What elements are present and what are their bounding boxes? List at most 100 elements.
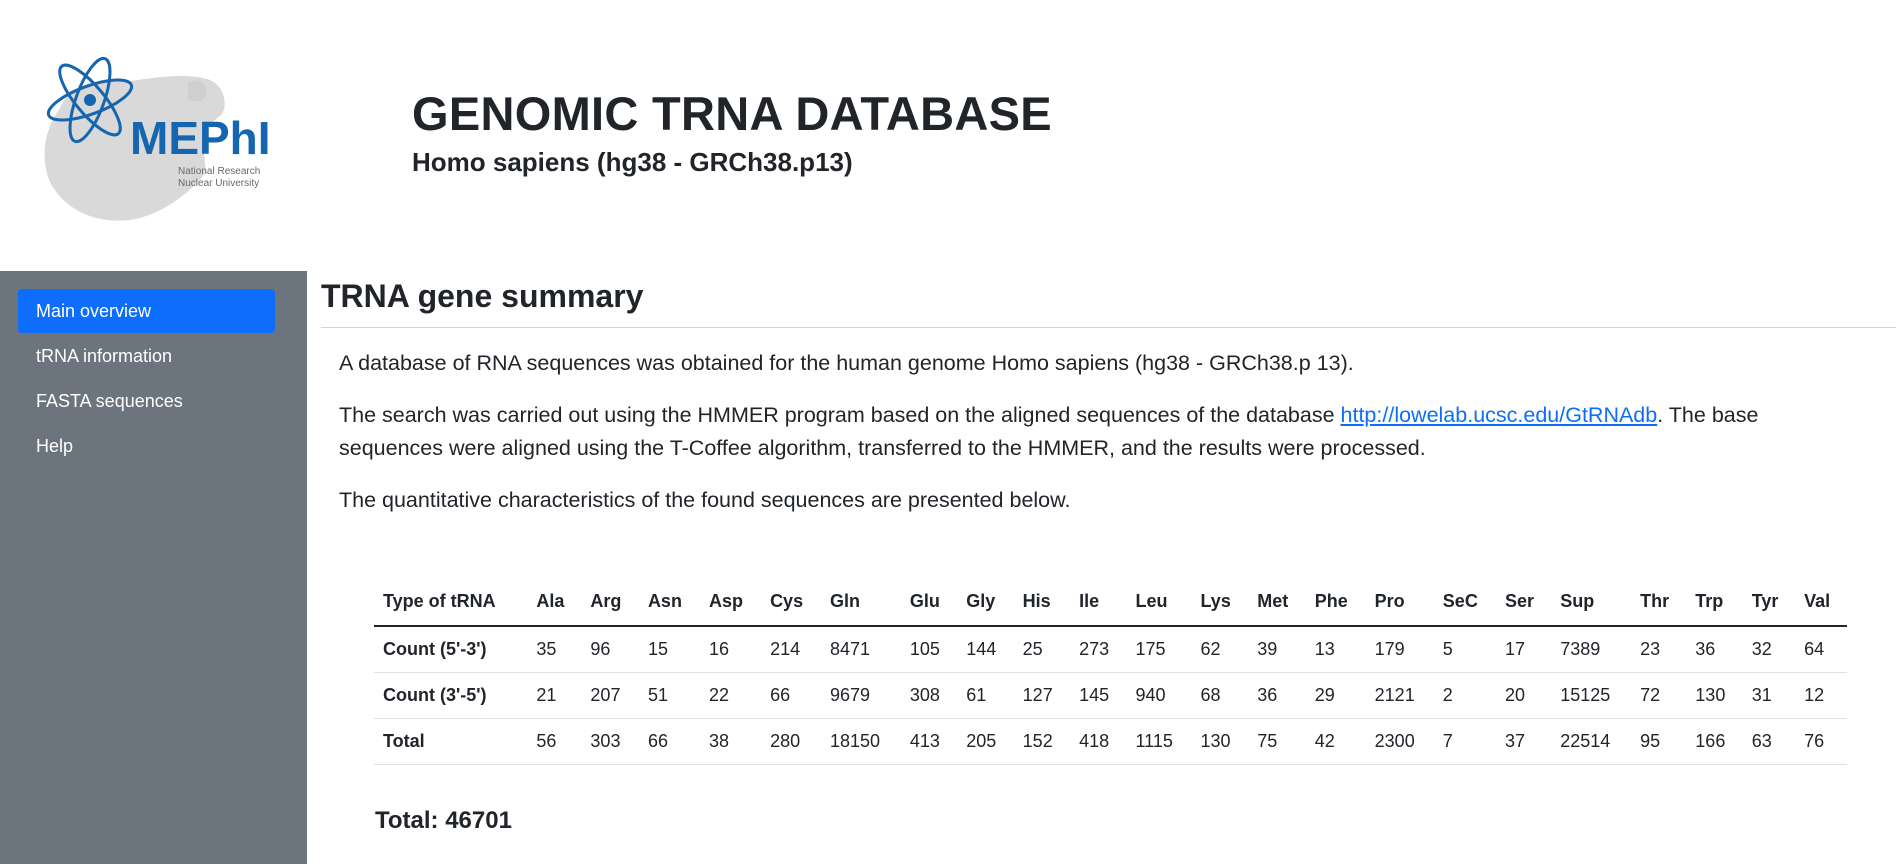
table-header-cell: Pro [1365, 577, 1434, 627]
table-cell: 179 [1365, 626, 1434, 673]
site-subtitle: Homo sapiens (hg38 - GRCh38.p13) [412, 147, 853, 177]
main-content: TRNA gene summary A database of RNA sequ… [307, 271, 1902, 864]
table-cell: 20 [1496, 672, 1552, 719]
table-cell: 61 [957, 672, 1014, 719]
table-cell: 273 [1070, 626, 1127, 673]
logo-caption-line1: National Research [178, 166, 260, 177]
table-header-cell: Leu [1126, 577, 1192, 627]
table-cell: 66 [638, 718, 700, 765]
table-cell: 35 [527, 626, 582, 673]
table-cell: 62 [1191, 626, 1249, 673]
table-header-cell: Asp [700, 577, 762, 627]
page-title: TRNA gene summary [321, 278, 644, 314]
table-cell: 144 [957, 626, 1014, 673]
table-cell: 76 [1795, 718, 1847, 765]
table-cell: 13 [1305, 626, 1366, 673]
table-cell: 7 [1433, 718, 1497, 765]
table-row-label: Count (5'-3') [374, 626, 528, 673]
method-paragraph: The search was carried out using the HMM… [339, 399, 1839, 465]
table-cell: 68 [1191, 672, 1249, 719]
sidebar-nav: Main overview tRNA information FASTA seq… [18, 289, 275, 469]
sidebar-item-fasta-sequences[interactable]: FASTA sequences [36, 391, 183, 411]
table-cell: 5 [1433, 626, 1497, 673]
table-cell: 72 [1631, 672, 1687, 719]
trna-summary-table: Type of tRNA Ala Arg Asn Asp Cys Gln Glu Gly His I… [374, 577, 1847, 765]
table-cell: 16 [700, 626, 762, 673]
table-cell: 2300 [1365, 718, 1434, 765]
table-cell: 64 [1795, 626, 1847, 673]
table-header-cell: Val [1795, 577, 1847, 627]
grand-total: Total: 46701 [375, 807, 512, 834]
table-cell: 280 [761, 718, 821, 765]
table-cell: 32 [1742, 626, 1796, 673]
gtrnadb-link[interactable]: http://lowelab.ucsc.edu/GtRNAdb [1340, 403, 1658, 427]
table-cell: 51 [638, 672, 700, 719]
table-header-cell: Glu [900, 577, 958, 627]
table-cell: 15 [638, 626, 700, 673]
table-header-cell: SeC [1433, 577, 1497, 627]
table-cell: 22514 [1551, 718, 1632, 765]
table-cell: 39 [1248, 626, 1306, 673]
table-header-cell: Ser [1496, 577, 1552, 627]
table-cell: 38 [700, 718, 762, 765]
table-cell: 145 [1070, 672, 1127, 719]
table-cell: 12 [1795, 672, 1847, 719]
table-cell: 1115 [1126, 718, 1192, 765]
sidebar-item-main-overview[interactable]: Main overview [18, 289, 275, 333]
table-cell: 105 [900, 626, 958, 673]
table-row: Total 56 303 66 38 280 18150 413 205 152 418 1115 13… [374, 718, 1847, 765]
table-row: Count (3'-5') 21 207 51 22 66 9679 308 61 127 145 9… [374, 672, 1847, 719]
table-cell: 2 [1433, 672, 1497, 719]
table-cell: 8471 [820, 626, 901, 673]
table-cell: 2121 [1365, 672, 1434, 719]
table-cell: 303 [581, 718, 639, 765]
table-header-cell: Cys [761, 577, 821, 627]
table-header-cell: Thr [1631, 577, 1687, 627]
table-cell: 36 [1686, 626, 1743, 673]
table-cell: 75 [1248, 718, 1306, 765]
logo-caption-line2: Nuclear University [178, 178, 259, 189]
table-cell: 56 [527, 718, 582, 765]
table-cell: 207 [581, 672, 639, 719]
sidebar-item-trna-information[interactable]: tRNA information [36, 346, 173, 366]
results-paragraph: The quantitative characteristics of the … [339, 488, 1071, 512]
table-header-cell: Met [1248, 577, 1306, 627]
table-cell: 96 [581, 626, 639, 673]
method-text-before: The search was carried out using the HMM… [339, 403, 1341, 427]
table-cell: 31 [1742, 672, 1796, 719]
table-header-cell: Sup [1551, 577, 1632, 627]
table-cell: 413 [900, 718, 958, 765]
logo-wordmark: MEPhI [130, 112, 271, 164]
table-cell: 22 [700, 672, 762, 719]
table-body: Count (5'-3') 35 96 15 16 214 8471 105 144 25 273 1… [374, 626, 1847, 765]
table-cell: 130 [1686, 672, 1743, 719]
table-cell: 66 [761, 672, 821, 719]
table-header-cell: Ala [527, 577, 582, 627]
mephi-logo: MEPhI National Research Nuclear Universi… [44, 56, 271, 221]
sidebar: Main overview tRNA information FASTA seq… [0, 271, 307, 864]
intro-paragraph: A database of RNA sequences was obtained… [339, 351, 1354, 375]
table-cell: 29 [1305, 672, 1366, 719]
table-cell: 18150 [820, 718, 901, 765]
table-cell: 418 [1070, 718, 1127, 765]
table-cell: 940 [1126, 672, 1192, 719]
table-row-label: Count (3'-5') [374, 672, 528, 719]
table-cell: 17 [1496, 626, 1552, 673]
sidebar-item-help[interactable]: Help [36, 436, 74, 456]
table-header-cell: Gln [820, 577, 901, 627]
table-cell: 37 [1496, 718, 1552, 765]
table-cell: 95 [1631, 718, 1687, 765]
table-header-cell: Gly [957, 577, 1014, 627]
table-cell: 25 [1013, 626, 1071, 673]
table-cell: 36 [1248, 672, 1306, 719]
table-cell: 175 [1126, 626, 1192, 673]
table-cell: 9679 [820, 672, 901, 719]
table-cell: 214 [761, 626, 821, 673]
title-divider [321, 327, 1896, 328]
table-header-row: Type of tRNA Ala Arg Asn Asp Cys Gln Glu Gly His I… [374, 577, 1847, 627]
table-header-cell: Asn [638, 577, 700, 627]
table-header-cell: Ile [1070, 577, 1127, 627]
table-row-label: Total [374, 718, 528, 765]
table-header-cell: Phe [1305, 577, 1366, 627]
table-cell: 308 [900, 672, 958, 719]
